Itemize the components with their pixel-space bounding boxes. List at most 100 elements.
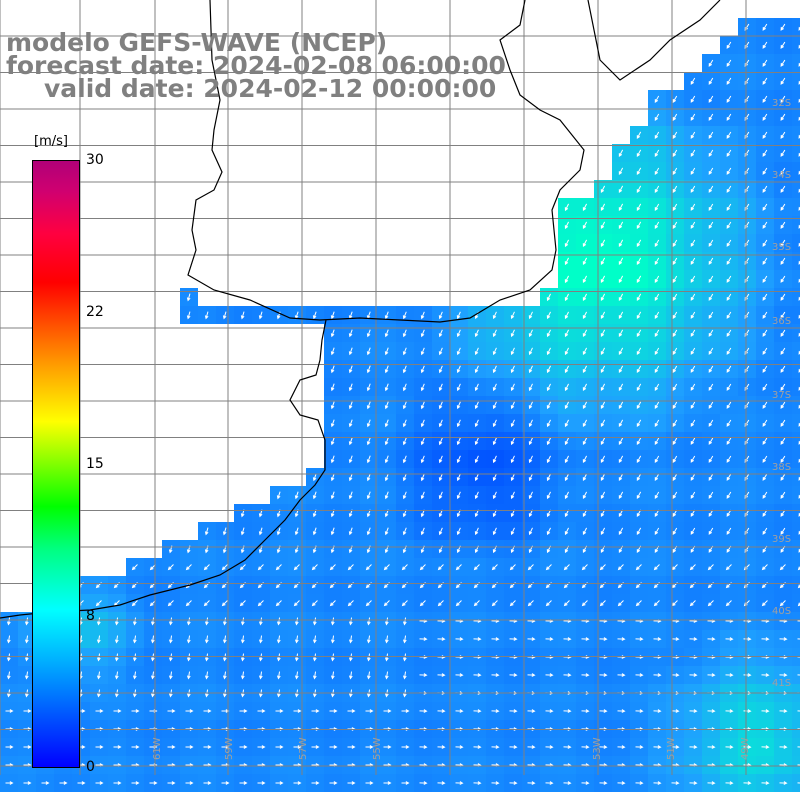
wind-arrow (672, 365, 678, 373)
wind-arrow (743, 709, 752, 713)
wind-arrow (365, 600, 372, 607)
wind-arrow (654, 275, 660, 283)
wind-arrow (348, 347, 353, 356)
wind-arrow (366, 473, 371, 482)
wind-arrow (636, 347, 642, 355)
wind-arrow (6, 671, 11, 680)
wind-arrow (780, 473, 786, 481)
wind-arrow (402, 455, 407, 464)
wind-arrow (762, 221, 768, 229)
wind-cell (792, 666, 800, 684)
wind-arrow (402, 347, 407, 356)
wind-arrow (618, 365, 624, 374)
wind-arrow (780, 185, 786, 193)
wind-arrow (618, 401, 624, 410)
wind-arrow (635, 673, 644, 677)
lat-label: 38S (772, 462, 791, 473)
wind-arrow (582, 419, 588, 428)
wind-arrow (564, 455, 570, 464)
wind-arrow (708, 149, 714, 157)
wind-cell (792, 702, 800, 720)
wind-arrow (366, 455, 371, 464)
wind-arrow (762, 239, 768, 247)
wind-arrow (240, 311, 245, 320)
wind-cell (792, 342, 800, 360)
wind-arrow (150, 635, 155, 644)
wind-arrow (221, 564, 228, 571)
wind-arrow (528, 419, 533, 428)
wind-arrow (347, 781, 356, 785)
wind-arrow (582, 293, 588, 302)
wind-arrow (599, 637, 608, 641)
wind-arrow (330, 473, 335, 482)
wind-arrow (690, 455, 696, 463)
wind-arrow (636, 149, 642, 157)
wind-arrow (743, 637, 752, 641)
wind-arrow (564, 275, 570, 284)
wind-arrow (780, 203, 786, 211)
wind-arrow (617, 781, 626, 785)
wind-arrow (672, 149, 678, 157)
wind-arrow (726, 41, 732, 49)
wind-arrow (762, 149, 768, 157)
wind-arrow (582, 347, 588, 356)
wind-arrow (276, 617, 281, 626)
wind-arrow (402, 419, 407, 428)
wind-arrow (690, 257, 696, 265)
wind-arrow (726, 113, 732, 121)
wind-arrow (6, 617, 11, 626)
wind-arrow (581, 564, 588, 571)
wind-arrow (420, 437, 425, 446)
wind-arrow (96, 617, 101, 626)
wind-arrow (509, 673, 518, 677)
wind-arrow (456, 365, 461, 374)
wind-arrow (258, 527, 263, 536)
wind-arrow (582, 311, 588, 320)
wind-arrow (708, 347, 714, 355)
wind-arrow (113, 781, 122, 785)
wind-arrow (618, 203, 624, 212)
lon-label: 61W (152, 737, 163, 760)
wind-arrow (437, 781, 446, 785)
wind-arrow (690, 401, 696, 409)
wind-cell (792, 558, 800, 576)
wind-arrow (762, 527, 768, 535)
wind-arrow (672, 293, 678, 301)
wind-arrow (473, 709, 482, 713)
wind-arrow (690, 383, 696, 391)
wind-arrow (5, 709, 14, 713)
wind-arrow (762, 419, 768, 427)
wind-arrow (618, 473, 624, 482)
wind-arrow (527, 673, 536, 677)
model-title: modelo GEFS-WAVE (NCEP) (6, 28, 388, 57)
wind-arrow (330, 491, 335, 500)
wind-arrow (690, 491, 696, 499)
wind-arrow (600, 293, 606, 302)
wind-arrow (546, 365, 551, 374)
wind-arrow (365, 745, 374, 749)
wind-arrow (59, 781, 68, 785)
wind-arrow (780, 41, 786, 49)
wind-arrow (779, 673, 788, 677)
wind-arrow (618, 347, 624, 356)
wind-arrow (437, 564, 444, 571)
wind-arrow (726, 95, 732, 103)
wind-cell (792, 270, 800, 288)
wind-arrow (203, 564, 210, 571)
wind-arrow (708, 311, 714, 319)
wind-arrow (671, 637, 680, 641)
wind-arrow (185, 564, 192, 571)
wind-arrow (636, 329, 642, 337)
wind-arrow (725, 637, 734, 641)
wind-arrow (330, 671, 335, 680)
wind-arrow (780, 311, 786, 319)
wind-arrow (690, 221, 696, 229)
wind-arrow (690, 527, 696, 535)
wind-arrow (581, 673, 590, 677)
wind-arrow (114, 671, 119, 680)
wind-arrow (780, 221, 786, 229)
wind-arrow (564, 527, 570, 536)
wind-arrow (312, 527, 317, 536)
wind-arrow (780, 437, 786, 445)
wind-arrow (150, 671, 155, 680)
